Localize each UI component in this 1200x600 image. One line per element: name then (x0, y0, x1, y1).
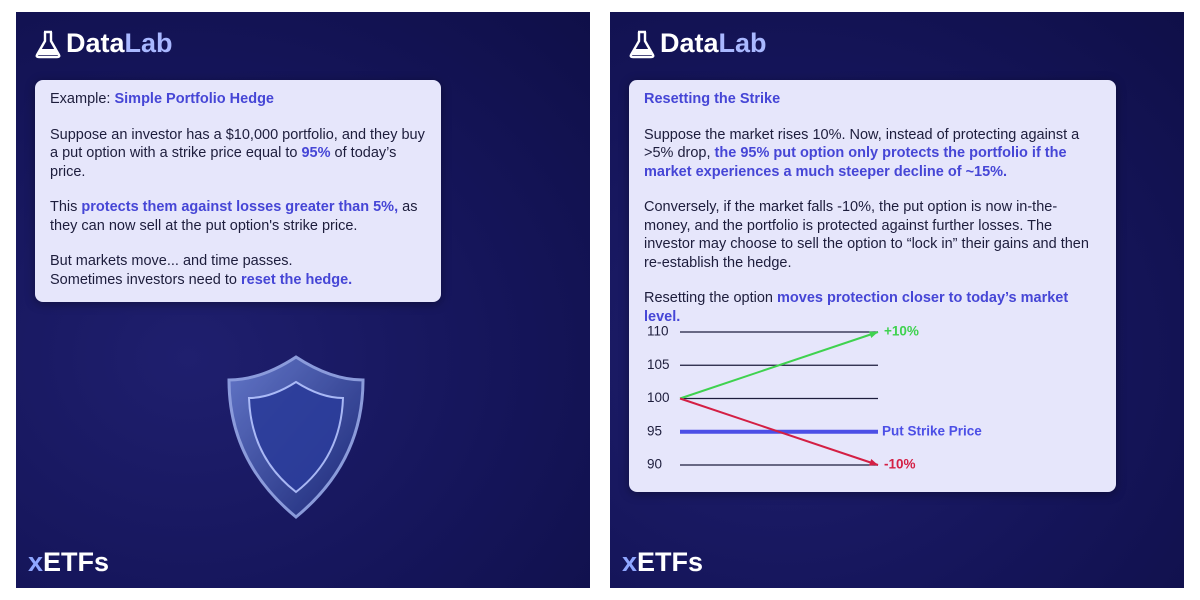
footer-x: x (622, 547, 638, 577)
logo-data: Data (66, 28, 125, 58)
arrow-head (869, 331, 878, 338)
highlight-text: protects them against losses greater tha… (81, 199, 399, 215)
body-text: Suppose the market rises 10%. Now, inste… (644, 126, 1080, 162)
y-tick-label: 100 (647, 390, 670, 405)
footer-logo: xETFs (28, 547, 109, 578)
logo: DataLab (34, 28, 173, 59)
text-line: Conversely, if the market falls -10%, th… (644, 198, 1101, 272)
paragraph: Conversely, if the market falls -10%, th… (644, 198, 1101, 272)
paragraph: Example: Simple Portfolio Hedge (50, 90, 426, 109)
logo: DataLab (628, 28, 767, 59)
footer-etfs: ETFs (637, 547, 704, 577)
shield-illustration (227, 355, 365, 519)
logo-lab: Lab (124, 28, 173, 58)
text-line: This protects them against losses greate… (50, 198, 426, 235)
highlight-text: Simple Portfolio Hedge (114, 91, 274, 107)
move-label: -10% (884, 457, 916, 472)
highlight-text: 95% (301, 145, 331, 161)
text-line: Resetting the option moves protection cl… (644, 289, 1101, 326)
paragraph: Suppose an investor has a $10,000 portfo… (50, 126, 426, 182)
body-text: Conversely, if the market falls -10%, th… (644, 199, 1089, 271)
arrow-head (869, 459, 878, 466)
paragraph: Suppose the market rises 10%. Now, inste… (644, 126, 1101, 182)
highlight-text: moves protection closer to today’s marke… (644, 290, 1069, 325)
y-tick-label: 105 (647, 357, 670, 372)
y-tick-label: 95 (647, 423, 662, 438)
body-text: Sometimes investors need to (50, 271, 242, 288)
move-label: +10% (884, 324, 919, 339)
card-text: Resetting the Strike Suppose the market r… (644, 90, 1101, 326)
footer-x: x (28, 547, 44, 577)
body-text: Example: (50, 91, 115, 107)
y-tick-label: 110 (647, 324, 669, 339)
body-text: But markets move... and time passes. (50, 253, 293, 269)
flask-icon (35, 30, 61, 58)
paragraph: Resetting the Strike (644, 90, 1101, 109)
paragraph: Resetting the option moves protection cl… (644, 289, 1101, 326)
paragraph: This protects them against losses greate… (50, 198, 426, 235)
footer-etfs: ETFs (43, 547, 110, 577)
highlight-text: Resetting the Strike (644, 91, 781, 107)
text-line: Resetting the Strike (644, 90, 1101, 109)
text-line: Sometimes investors need to reset the he… (50, 271, 426, 290)
text-line: Example: Simple Portfolio Hedge (50, 90, 426, 109)
move-arrow (679, 397, 879, 466)
move-arrow (679, 331, 879, 400)
highlight-text: reset the hedge. (241, 271, 353, 288)
paragraph: But markets move... and time passes. Some… (50, 252, 426, 289)
logo-lab: Lab (718, 28, 767, 58)
text-card: Example: Simple Portfolio Hedge Suppose a… (35, 80, 441, 302)
strike-label: Put Strike Price (882, 423, 982, 438)
text-line: Suppose an investor has a $10,000 portfo… (50, 126, 426, 182)
body-text: as they can now sell at the put option's… (50, 199, 418, 234)
right-panel: DataLab Resetting the Strike Suppose the … (610, 12, 1184, 588)
logo-data: Data (660, 28, 719, 58)
flask-icon (629, 30, 655, 58)
body-text: Resetting the option (644, 290, 778, 306)
left-panel: DataLab Example: Simple Portfolio Hedge S… (16, 12, 590, 588)
footer-logo: xETFs (622, 547, 703, 578)
body-text: of today’s price. (50, 145, 397, 180)
strike-chart: 110 105 100 95 90 Put Strike Price +10% -10% (647, 324, 982, 472)
highlight-text: the 95% put option only protects the por… (644, 145, 1067, 180)
text-line: Suppose the market rises 10%. Now, inste… (644, 126, 1101, 182)
body-text: This (50, 199, 82, 215)
text-card: Resetting the Strike Suppose the market r… (629, 80, 1116, 492)
y-tick-label: 90 (647, 457, 662, 472)
body-text: Suppose an investor has a $10,000 portfo… (50, 126, 425, 162)
text-line: But markets move... and time passes. (50, 252, 426, 271)
